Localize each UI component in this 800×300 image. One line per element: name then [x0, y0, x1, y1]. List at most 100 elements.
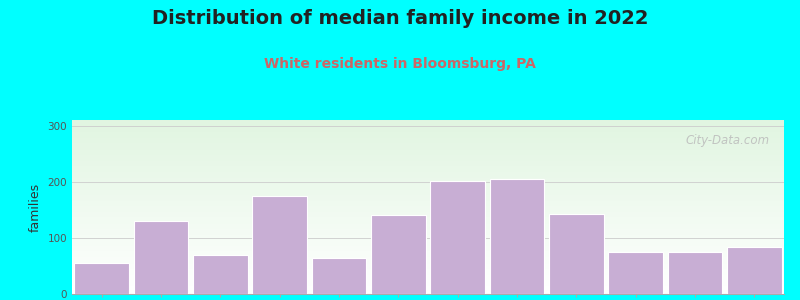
Bar	[72, 126, 784, 127]
Bar	[72, 136, 784, 137]
Bar	[252, 196, 307, 294]
Bar	[72, 218, 784, 219]
Bar	[72, 219, 784, 220]
Bar	[72, 292, 784, 293]
Bar	[72, 204, 784, 205]
Bar	[72, 227, 784, 228]
Bar	[72, 196, 784, 197]
Bar	[72, 234, 784, 235]
Bar	[72, 289, 784, 290]
Bar	[72, 239, 784, 240]
Bar	[72, 137, 784, 138]
Bar	[72, 242, 784, 243]
Bar	[72, 250, 784, 251]
Bar	[72, 145, 784, 146]
Bar	[72, 231, 784, 232]
Bar	[72, 190, 784, 191]
Bar	[72, 128, 784, 129]
Bar	[72, 201, 784, 202]
Bar	[72, 166, 784, 167]
Bar	[72, 261, 784, 262]
Bar	[72, 121, 784, 122]
Bar	[72, 275, 784, 276]
Bar	[72, 248, 784, 249]
Bar	[72, 264, 784, 265]
Bar	[72, 243, 784, 244]
Bar	[72, 241, 784, 242]
Bar	[371, 215, 426, 294]
Bar	[72, 270, 784, 271]
Bar	[72, 168, 784, 169]
Bar	[72, 200, 784, 201]
Bar	[72, 120, 784, 121]
Bar	[72, 229, 784, 230]
Bar	[72, 281, 784, 282]
Bar	[72, 176, 784, 177]
Bar	[72, 146, 784, 147]
Bar	[72, 133, 784, 134]
Bar	[72, 165, 784, 166]
Bar	[72, 170, 784, 171]
Bar	[72, 209, 784, 210]
Bar	[72, 211, 784, 212]
Bar	[72, 259, 784, 260]
Bar	[72, 290, 784, 291]
Bar	[72, 152, 784, 153]
Bar	[72, 262, 784, 263]
Bar	[72, 169, 784, 170]
Bar	[72, 124, 784, 125]
Bar	[72, 185, 784, 186]
Text: Distribution of median family income in 2022: Distribution of median family income in …	[152, 9, 648, 28]
Bar	[72, 267, 784, 268]
Bar	[72, 160, 784, 161]
Bar	[72, 257, 784, 258]
Bar	[72, 150, 784, 151]
Bar	[72, 180, 784, 181]
Bar	[72, 134, 784, 135]
Bar	[72, 268, 784, 269]
Bar	[72, 130, 784, 131]
Bar	[72, 285, 784, 286]
Bar	[312, 257, 366, 294]
Bar	[72, 269, 784, 270]
Bar	[72, 273, 784, 274]
Bar	[72, 131, 784, 132]
Bar	[72, 223, 784, 224]
Bar	[72, 194, 784, 195]
Bar	[72, 251, 784, 252]
Bar	[72, 235, 784, 236]
Bar	[72, 202, 784, 203]
Bar	[72, 184, 784, 185]
Bar	[72, 216, 784, 217]
Bar	[72, 272, 784, 273]
Bar	[72, 171, 784, 172]
Bar	[72, 252, 784, 253]
Bar	[72, 212, 784, 213]
Bar	[72, 198, 784, 199]
Bar	[72, 284, 784, 285]
Bar	[72, 205, 784, 206]
Bar	[72, 221, 784, 222]
Bar	[72, 274, 784, 275]
Bar	[72, 249, 784, 250]
Bar	[72, 291, 784, 292]
Bar	[72, 159, 784, 160]
Bar	[72, 256, 784, 257]
Text: White residents in Bloomsburg, PA: White residents in Bloomsburg, PA	[264, 57, 536, 71]
Bar	[72, 191, 784, 192]
Bar	[72, 287, 784, 288]
Bar	[72, 226, 784, 227]
Bar	[490, 179, 544, 294]
Bar	[72, 129, 784, 130]
Bar	[72, 199, 784, 200]
Bar	[72, 142, 784, 143]
Bar	[72, 276, 784, 277]
Bar	[72, 172, 784, 173]
Bar	[72, 192, 784, 193]
Bar	[72, 189, 784, 190]
Bar	[72, 154, 784, 155]
Bar	[72, 238, 784, 239]
Bar	[72, 215, 784, 216]
Bar	[72, 210, 784, 211]
Bar	[549, 214, 604, 294]
